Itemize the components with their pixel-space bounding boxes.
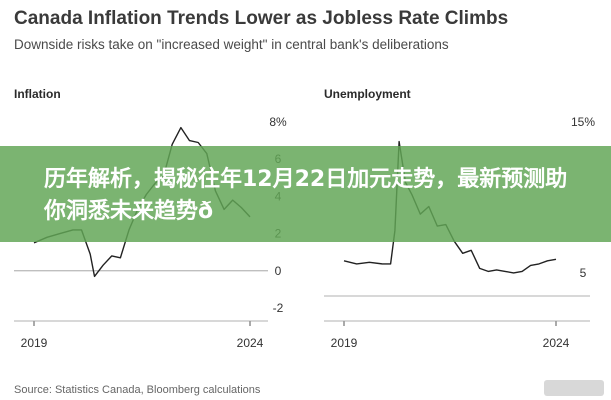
unemployment-panel-title: Unemployment (324, 87, 411, 101)
unemployment-x-tick-label: 2024 (543, 336, 570, 350)
unemployment-x-tick-label: 2019 (331, 336, 358, 350)
chart-title: Canada Inflation Trends Lower as Jobless… (14, 8, 509, 29)
source-note: Source: Statistics Canada, Bloomberg cal… (14, 384, 261, 396)
banner-headline[interactable]: 历年解析，揭秘往年12月22日加元走势，最新预测助你洞悉未来趋势ð (44, 167, 568, 224)
inflation-x-tick-label: 2019 (21, 336, 48, 350)
inflation-y-tick-label: 8% (269, 115, 287, 129)
inflation-x-tick-label: 2024 (237, 336, 264, 350)
overlay-banner[interactable]: 历年解析，揭秘往年12月22日加元走势，最新预测助你洞悉未来趋势ð (0, 146, 611, 242)
unemployment-y-tick-label: 5 (580, 266, 587, 280)
chart-subtitle: Downside risks take on "increased weight… (14, 37, 449, 52)
inflation-panel-title: Inflation (14, 87, 61, 101)
watermark-logo (544, 380, 604, 396)
unemployment-y-tick-label: 15% (571, 115, 595, 129)
inflation-y-tick-label: 0 (275, 264, 282, 278)
inflation-y-tick-label: -2 (273, 301, 284, 315)
